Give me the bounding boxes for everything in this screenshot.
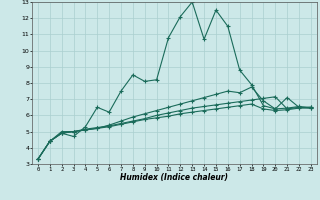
X-axis label: Humidex (Indice chaleur): Humidex (Indice chaleur): [120, 173, 228, 182]
